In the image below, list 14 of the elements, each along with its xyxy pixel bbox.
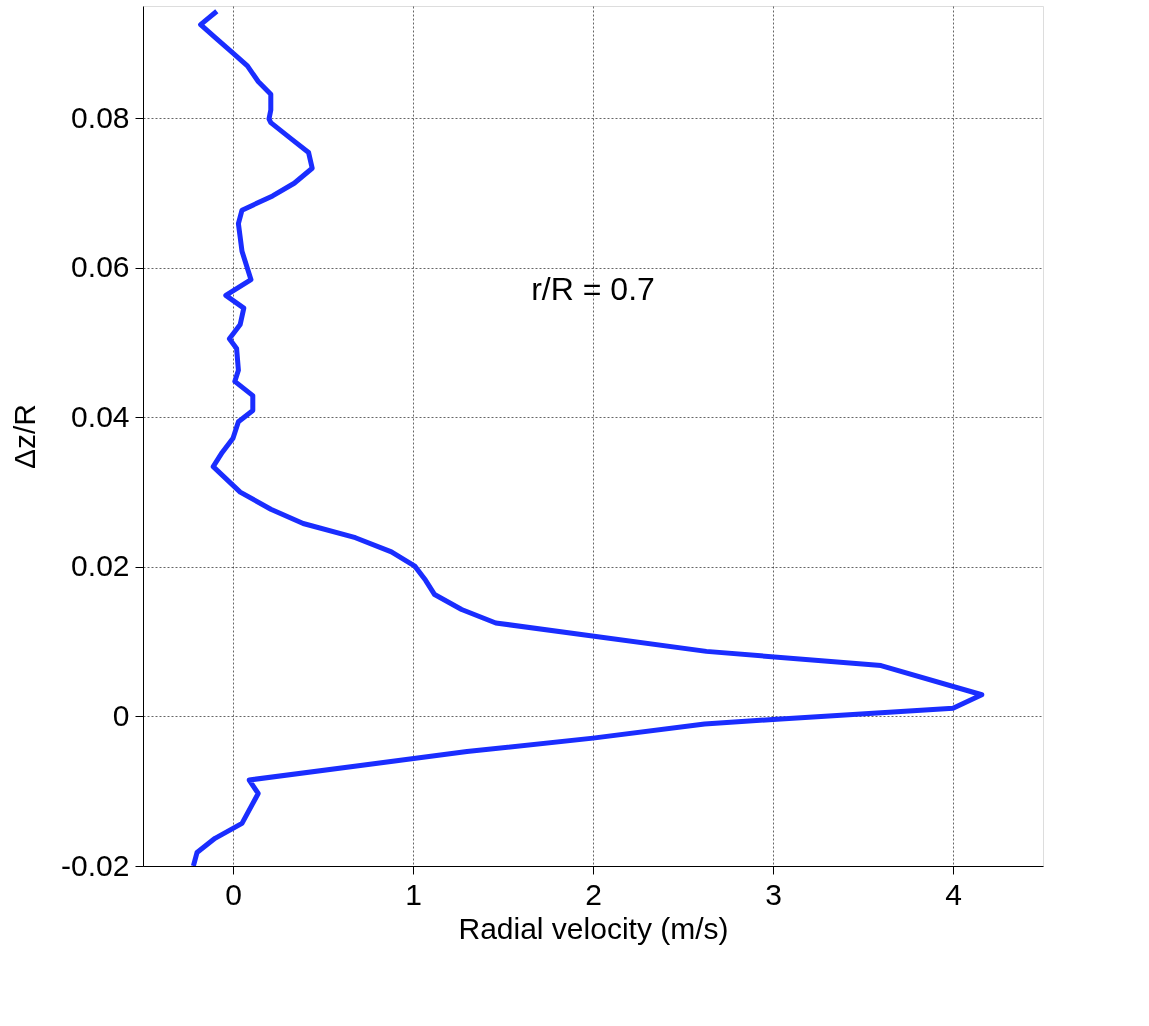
annotation: r/R = 0.7 xyxy=(531,270,655,307)
y-tick-label: 0.08 xyxy=(71,100,130,134)
y-tick-label: -0.02 xyxy=(61,848,130,882)
y-tick-label: 0.02 xyxy=(71,549,130,583)
x-tick-label: 3 xyxy=(765,877,782,911)
y-tick-label: 0.04 xyxy=(71,399,130,433)
y-tick-label: 0.06 xyxy=(71,250,130,284)
x-tick-label: 2 xyxy=(585,877,602,911)
y-tick-label: 0 xyxy=(112,698,130,732)
x-tick-label: 0 xyxy=(225,877,242,911)
y-axis-title: Δz/R xyxy=(8,403,42,470)
x-axis-title: Radial velocity (m/s) xyxy=(458,911,729,945)
x-tick-label: 4 xyxy=(945,877,962,911)
x-tick-label: 1 xyxy=(405,877,422,911)
